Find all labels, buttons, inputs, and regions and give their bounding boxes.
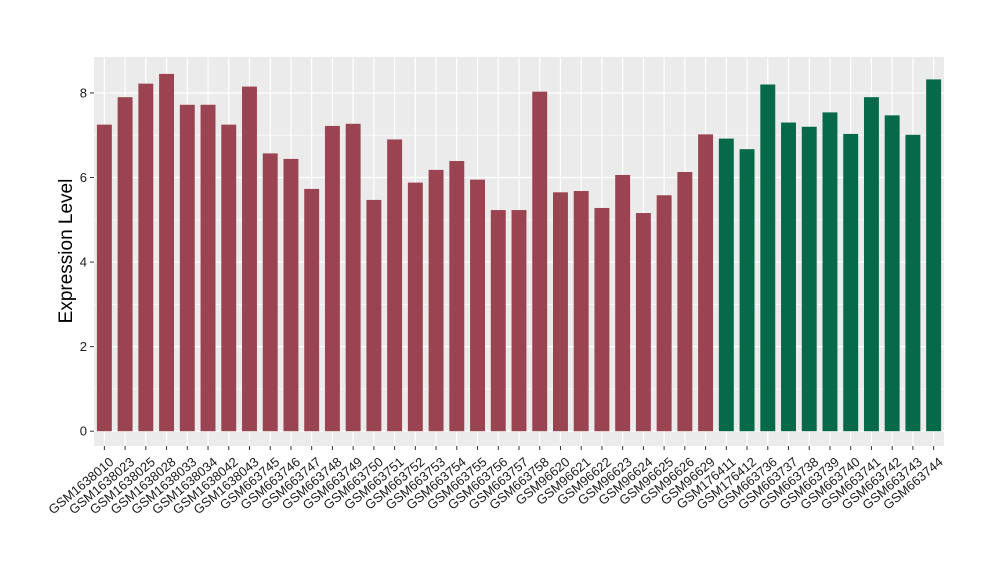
bar-GSM663757 xyxy=(511,210,527,432)
bar-GSM1638010 xyxy=(96,124,112,432)
bar-GSM663756 xyxy=(490,210,506,432)
bar-GSM663736 xyxy=(760,84,776,432)
bar-GSM663744 xyxy=(926,79,942,432)
bar-GSM1638028 xyxy=(159,73,175,432)
bar-GSM663749 xyxy=(345,123,361,432)
y-axis: 0 2 4 6 8 xyxy=(80,85,94,439)
y-tick-label: 8 xyxy=(80,85,87,100)
bar-GSM663742 xyxy=(884,115,900,432)
bar-GSM663737 xyxy=(781,122,796,432)
bar-GSM663740 xyxy=(843,133,859,432)
bar-GSM663739 xyxy=(822,112,838,432)
bar-GSM1638025 xyxy=(138,83,154,432)
bar-GSM96622 xyxy=(594,207,610,432)
bar-GSM663746 xyxy=(283,158,299,432)
bar-GSM96629 xyxy=(698,134,714,432)
bar-GSM96626 xyxy=(677,172,693,432)
y-axis-title: Expression Level xyxy=(56,179,77,324)
x-axis: GSM1638010GSM1638023GSM1638025GSM1638028… xyxy=(45,446,946,517)
bar-GSM663743 xyxy=(905,134,921,432)
bar-GSM176411 xyxy=(718,138,734,432)
bars-group xyxy=(96,73,942,432)
y-tick-label: 6 xyxy=(80,170,87,185)
bar-GSM96623 xyxy=(615,174,631,432)
bar-GSM176412 xyxy=(739,149,755,432)
bar-GSM96620 xyxy=(553,192,568,432)
bar-GSM1638034 xyxy=(200,104,216,432)
bar-GSM1638043 xyxy=(242,86,257,432)
bar-GSM663748 xyxy=(324,125,340,432)
bar-GSM663754 xyxy=(449,161,465,432)
bar-GSM663745 xyxy=(262,153,278,432)
bar-GSM663755 xyxy=(470,179,485,432)
bar-GSM1638033 xyxy=(179,104,195,432)
y-tick-label: 2 xyxy=(80,339,87,354)
bar-GSM663752 xyxy=(407,182,423,432)
bar-GSM663751 xyxy=(387,139,403,432)
bar-GSM663758 xyxy=(532,91,548,432)
y-tick-label: 0 xyxy=(80,424,87,439)
bar-GSM663747 xyxy=(304,188,320,432)
bar-GSM1638023 xyxy=(117,97,133,432)
y-tick-label: 4 xyxy=(80,255,87,270)
bar-GSM96621 xyxy=(573,191,589,432)
bar-GSM663750 xyxy=(366,199,382,432)
bar-GSM96625 xyxy=(656,195,672,432)
bar-GSM663738 xyxy=(801,126,817,432)
bar-GSM96624 xyxy=(635,213,651,432)
bar-GSM1638042 xyxy=(221,124,237,432)
bar-GSM663753 xyxy=(428,169,444,432)
bar-GSM663741 xyxy=(863,97,879,432)
